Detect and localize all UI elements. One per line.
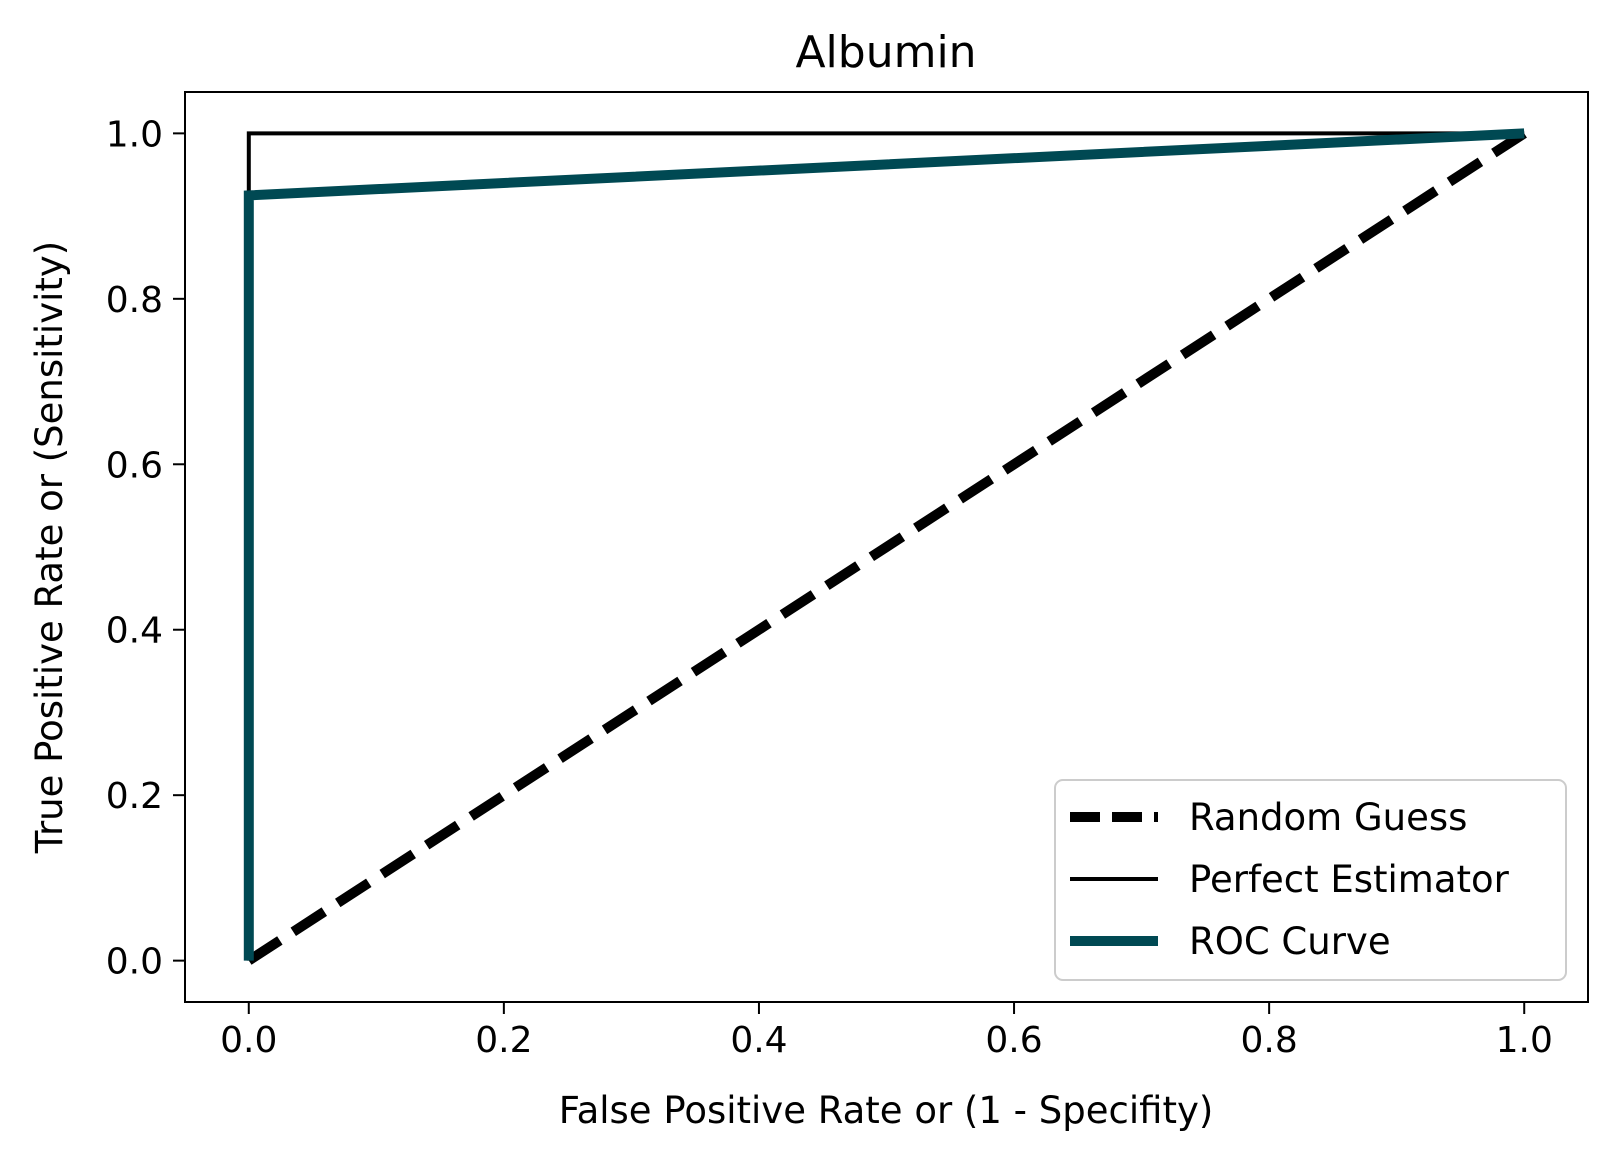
x-axis-label: False Positive Rate or (1 - Specifity)	[559, 1089, 1214, 1132]
series-line-1	[246, 129, 1527, 965]
y-tick-label: 0.4	[106, 611, 163, 652]
y-tick-label: 0.2	[106, 776, 163, 817]
legend-label-2: Perfect Estimator	[1189, 858, 1510, 901]
x-tick-label: 0.0	[220, 1020, 277, 1061]
legend-label-1: Random Guess	[1189, 796, 1467, 839]
y-tick-label: 1.0	[106, 114, 163, 155]
series-line-3	[243, 128, 1525, 961]
x-tick-label: 0.4	[730, 1020, 787, 1061]
y-tick-label: 0.0	[106, 942, 163, 983]
y-axis-label: True Positive Rate or (Sensitivity)	[28, 241, 71, 854]
y-tick-label: 0.8	[106, 280, 163, 321]
legend: Random Guess Perfect Estimator ROC Curve	[1054, 779, 1567, 981]
x-tick-label: 0.8	[1241, 1020, 1298, 1061]
x-tick-label: 0.6	[985, 1020, 1042, 1061]
y-axis: 0.0 0.2 0.4 0.6 0.8 1.0	[106, 114, 185, 983]
plot-frame	[184, 91, 1589, 1003]
y-tick-label: 0.6	[106, 445, 163, 486]
legend-box	[1054, 779, 1567, 981]
series-layer	[243, 128, 1527, 965]
x-tick-label: 0.2	[475, 1020, 532, 1061]
x-tick-label: 1.0	[1496, 1020, 1553, 1061]
legend-label-3: ROC Curve	[1189, 920, 1391, 963]
chart-title: Albumin	[795, 27, 976, 78]
x-axis: 0.0 0.2 0.4 0.6 0.8 1.0	[220, 1002, 1553, 1061]
